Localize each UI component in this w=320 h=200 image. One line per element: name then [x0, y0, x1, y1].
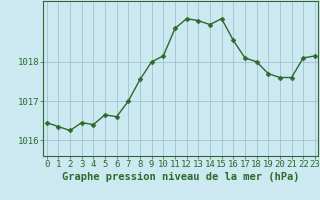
X-axis label: Graphe pression niveau de la mer (hPa): Graphe pression niveau de la mer (hPa)	[62, 172, 300, 182]
